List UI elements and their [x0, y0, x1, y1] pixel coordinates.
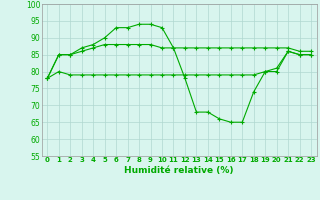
X-axis label: Humidité relative (%): Humidité relative (%)	[124, 166, 234, 175]
